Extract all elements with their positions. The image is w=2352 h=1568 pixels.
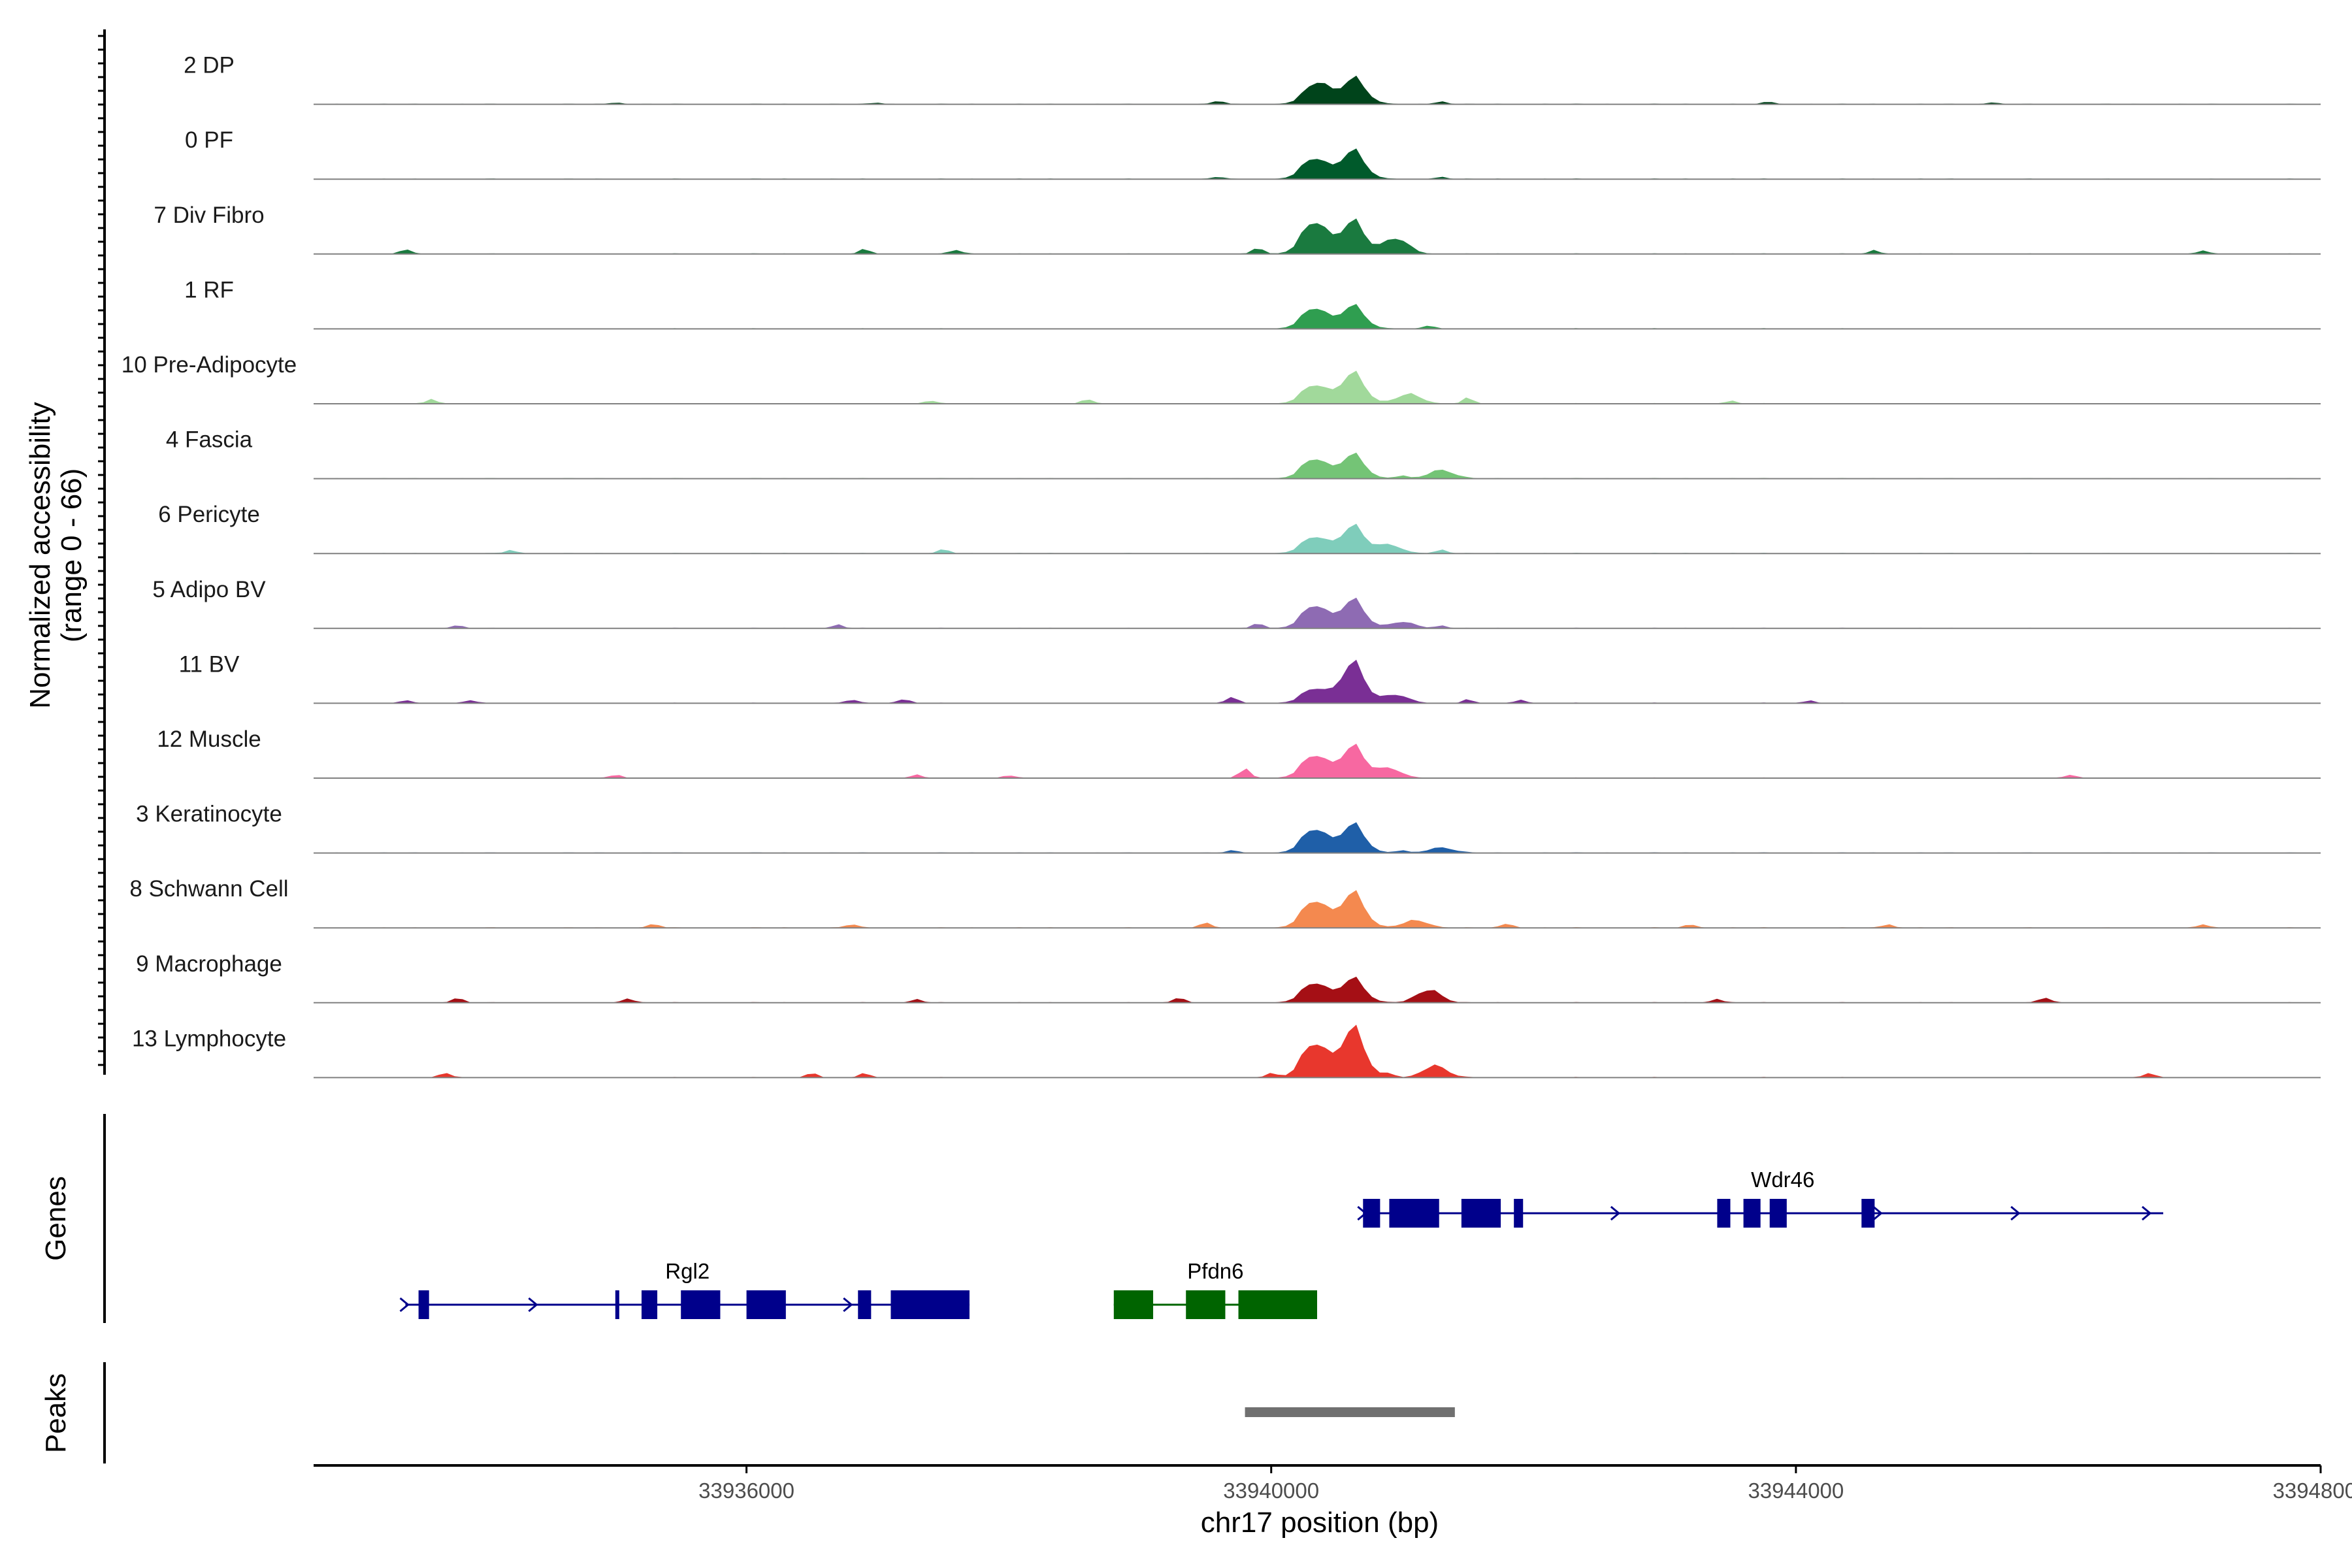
x-tick-label: 33936000 xyxy=(698,1478,794,1503)
gene-exon xyxy=(1861,1199,1875,1228)
track-label: 9 Macrophage xyxy=(136,951,282,977)
gene-wdr46: Wdr46 xyxy=(1357,1168,2164,1228)
strand-arrow xyxy=(1872,1205,1883,1221)
gene-exon xyxy=(1238,1290,1317,1319)
track-label: 3 Keratinocyte xyxy=(136,802,282,827)
track-0-pf: 0 PF xyxy=(185,127,2321,180)
gene-exon xyxy=(1769,1199,1787,1228)
x-axis-title: chr17 position (bp) xyxy=(1201,1507,1439,1539)
track-2-dp: 2 DP xyxy=(184,53,2321,105)
strand-arrow xyxy=(528,1297,538,1313)
gene-annotations: Wdr46 Rgl2 Pfdn6 xyxy=(399,1168,2164,1319)
coverage-area xyxy=(314,659,2321,704)
track-13-lymphocyte: 13 Lymphocyte xyxy=(132,1024,2321,1079)
track-9-macrophage: 9 Macrophage xyxy=(136,951,2321,1004)
track-6-pericyte: 6 Pericyte xyxy=(158,502,2321,555)
coverage-area xyxy=(314,743,2321,778)
coverage-area xyxy=(314,976,2321,1003)
track-8-schwann-cell: 8 Schwann Cell xyxy=(129,876,2321,929)
track-1-rf: 1 RF xyxy=(184,277,2321,330)
coverage-area xyxy=(314,452,2321,479)
peak-region xyxy=(1245,1407,1455,1417)
coverage-area xyxy=(314,75,2321,105)
track-label: 5 Adipo BV xyxy=(152,577,266,602)
gene-exon xyxy=(1717,1199,1731,1228)
x-axis: 33936000 33940000 33944000 33948000 xyxy=(314,1464,2352,1503)
gene-pfdn6: Pfdn6 xyxy=(1113,1259,1317,1319)
track-label: 10 Pre-Adipocyte xyxy=(122,352,297,378)
gene-exon xyxy=(615,1290,619,1319)
track-4-fascia: 4 Fascia xyxy=(166,427,2321,480)
gene-exon xyxy=(418,1290,429,1319)
gene-exon xyxy=(1363,1199,1380,1228)
genes-label: Genes xyxy=(40,1176,72,1261)
track-label: 6 Pericyte xyxy=(158,502,260,527)
gene-exon xyxy=(890,1290,970,1319)
track-3-keratinocyte: 3 Keratinocyte xyxy=(136,802,2321,854)
coverage-y-axis-title-line1: Normalized accessibility xyxy=(24,402,56,708)
track-label: 11 BV xyxy=(179,651,240,677)
strand-arrow xyxy=(2142,1205,2152,1221)
track-7-div-fibro: 7 Div Fibro xyxy=(154,203,2321,255)
gene-exon xyxy=(641,1290,658,1319)
x-tick-label: 33940000 xyxy=(1223,1478,1319,1503)
gene-exon xyxy=(1186,1290,1226,1319)
gene-exon xyxy=(681,1290,721,1319)
gene-rgl2: Rgl2 xyxy=(399,1259,970,1319)
track-12-muscle: 12 Muscle xyxy=(157,727,2321,779)
gene-exon xyxy=(1461,1199,1501,1228)
coverage-y-axis-title-line2: (range 0 - 66) xyxy=(56,468,88,643)
coverage-y-axis xyxy=(98,29,106,1075)
gene-label: Wdr46 xyxy=(1751,1168,1814,1192)
track-label: 7 Div Fibro xyxy=(154,203,264,228)
coverage-area xyxy=(314,304,2321,329)
track-10-pre-adipocyte: 10 Pre-Adipocyte xyxy=(122,352,2321,404)
coverage-area xyxy=(314,1024,2321,1078)
track-label: 12 Muscle xyxy=(157,727,261,752)
gene-exon xyxy=(1113,1290,1154,1319)
strand-arrow xyxy=(2010,1205,2021,1221)
gene-exon xyxy=(1743,1199,1761,1228)
gene-label: Pfdn6 xyxy=(1187,1259,1243,1283)
gene-exon xyxy=(746,1290,786,1319)
track-5-adipo-bv: 5 Adipo BV xyxy=(152,577,2321,629)
gene-exon xyxy=(858,1290,872,1319)
coverage-area xyxy=(314,370,2321,404)
track-label: 13 Lymphocyte xyxy=(132,1026,286,1051)
x-tick-label: 33948000 xyxy=(2273,1478,2352,1503)
track-label: 0 PF xyxy=(185,127,233,153)
coverage-area xyxy=(314,148,2321,180)
gene-label: Rgl2 xyxy=(665,1259,710,1283)
coverage-tracks: 2 DP 0 PF 7 Div Fibro 1 RF 10 Pre-Adipocyte 4… xyxy=(122,53,2321,1079)
track-label: 4 Fascia xyxy=(166,427,253,453)
coverage-area xyxy=(314,890,2321,928)
strand-arrow xyxy=(843,1297,853,1313)
coverage-area xyxy=(314,523,2321,554)
track-label: 8 Schwann Cell xyxy=(129,876,288,902)
peaks-label: Peaks xyxy=(40,1373,72,1453)
gene-exon xyxy=(1514,1199,1524,1228)
strand-arrow xyxy=(1610,1205,1621,1221)
track-label: 2 DP xyxy=(184,53,235,78)
track-label: 1 RF xyxy=(184,277,234,302)
coverage-area xyxy=(314,597,2321,629)
coverage-area xyxy=(314,218,2321,254)
x-tick-label: 33944000 xyxy=(1748,1478,1844,1503)
track-11-bv: 11 BV xyxy=(179,651,2321,704)
strand-arrow xyxy=(399,1297,410,1313)
peak-regions xyxy=(1245,1407,1455,1417)
gene-exon xyxy=(1389,1199,1439,1228)
coverage-area xyxy=(314,822,2321,853)
